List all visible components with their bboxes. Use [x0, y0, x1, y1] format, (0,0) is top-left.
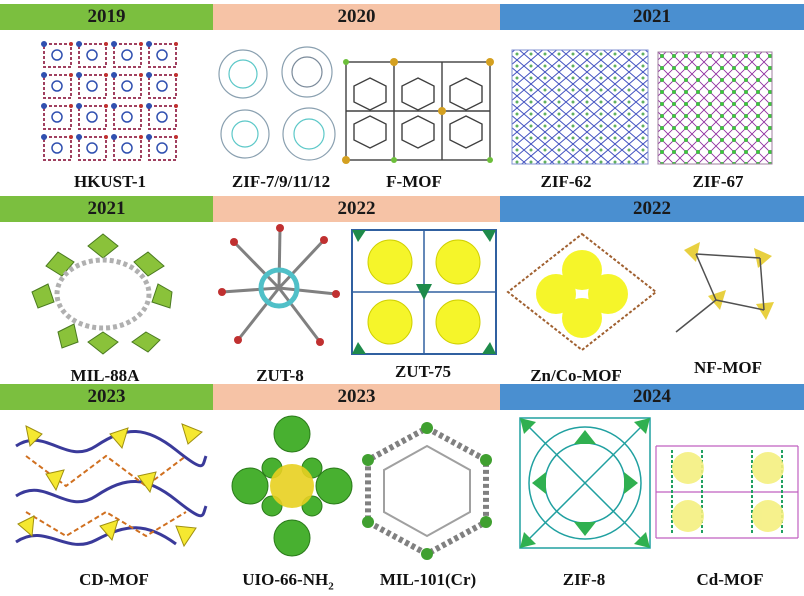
year-label: 2023 — [87, 386, 126, 407]
uio-label-text: UIO-66-NH — [242, 570, 329, 589]
year-label: 2022 — [633, 198, 671, 219]
mof-label-mil-101-cr: MIL-101(Cr) — [379, 570, 477, 589]
mof-label-nf-mof: NF-MOF — [694, 358, 762, 377]
year-label: 2022 — [337, 198, 376, 219]
year-band-2021: 2021 — [0, 196, 213, 222]
year-label: 2024 — [633, 386, 671, 407]
mof-label-mil-88a: MIL-88A — [70, 366, 140, 385]
zif-7-9-11-12-structure — [205, 42, 345, 167]
year-label: 2023 — [337, 386, 376, 407]
mof-label-hkust-1: HKUST-1 — [73, 172, 147, 191]
year-band-2023: 2023 — [213, 384, 500, 410]
mof-label-zn-co-mof: Zn/Co-MOF — [530, 366, 622, 385]
year-band-2019: 2019 — [0, 4, 213, 30]
mof-label-uio-66-nh2: UIO-66-NH2 — [242, 570, 333, 592]
cd-mof-2024-structure — [652, 426, 802, 558]
year-label: 2021 — [87, 198, 126, 219]
uio-66-nh2-structure — [228, 412, 356, 560]
year-label: 2021 — [633, 6, 671, 27]
mil-101-cr-structure — [354, 420, 500, 562]
year-band-2020: 2020 — [213, 4, 500, 30]
mof-label-zif-67: ZIF-67 — [692, 172, 744, 191]
cd-mof-structure — [6, 416, 210, 556]
mof-label-cd-mof: CD-MOF — [79, 570, 149, 589]
year-label: 2020 — [337, 6, 376, 27]
mof-label-zif-62: ZIF-62 — [540, 172, 592, 191]
mof-label-f-mof: F-MOF — [386, 172, 442, 191]
zif-67-structure — [656, 50, 774, 166]
year-band-2022: 2022 — [500, 196, 804, 222]
hkust-1-structure — [40, 40, 180, 165]
f-mof-structure — [342, 58, 494, 164]
year-band-2021: 2021 — [500, 4, 804, 30]
year-label: 2019 — [87, 6, 126, 27]
year-band-2023: 2023 — [0, 384, 213, 410]
mof-label-zut-75: ZUT-75 — [394, 362, 452, 381]
zut-8-structure — [214, 222, 344, 354]
mil-88a-structure — [18, 228, 188, 358]
zn-co-mof-structure — [504, 230, 660, 354]
mof-label-zif-7-9-11-12: ZIF-7/9/11/12 — [231, 172, 331, 191]
mof-label-zif-8: ZIF-8 — [562, 570, 606, 589]
zut-75-structure — [350, 228, 498, 356]
mof-label-cd-mof-2024: Cd-MOF — [696, 570, 764, 589]
zif-62-structure — [510, 48, 650, 166]
year-band-2024: 2024 — [500, 384, 804, 410]
year-band-2022: 2022 — [213, 196, 500, 222]
zif-8-structure — [512, 410, 658, 556]
nf-mof-structure — [668, 232, 788, 344]
uio-label-subscript: 2 — [328, 580, 334, 593]
mof-label-zut-8: ZUT-8 — [256, 366, 304, 385]
